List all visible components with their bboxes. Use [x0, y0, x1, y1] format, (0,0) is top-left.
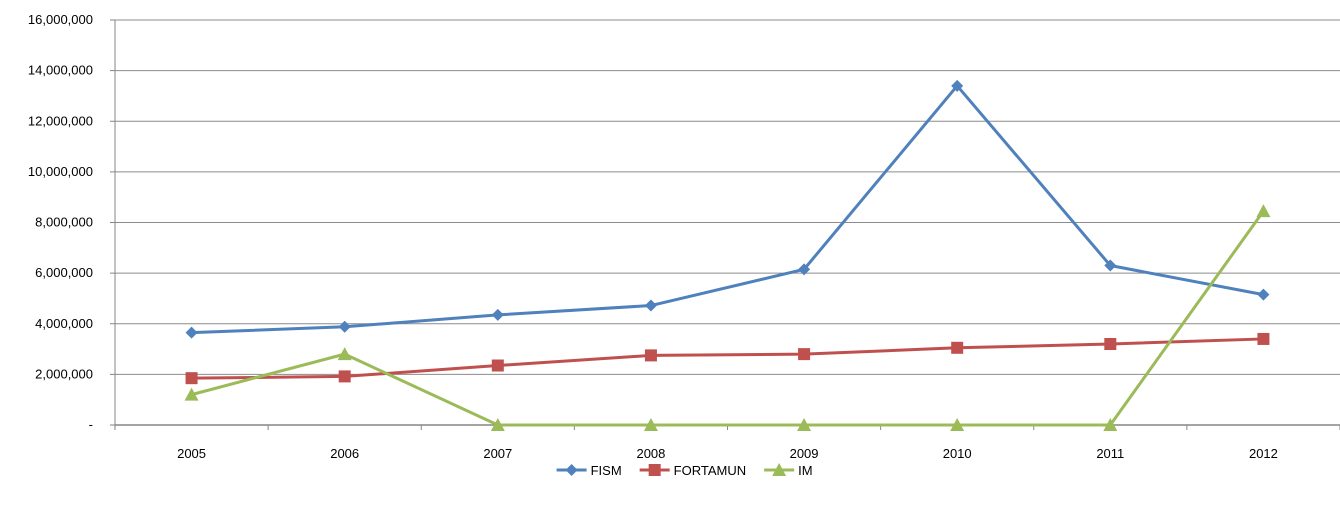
- series-line: [191, 84, 1264, 335]
- data-point: [797, 418, 812, 431]
- gridlines: [115, 19, 1340, 375]
- data-point: [798, 348, 811, 361]
- x-tick-label: 2008: [636, 446, 665, 461]
- data-point: [798, 263, 811, 276]
- y-tick-label: 10,000,000: [28, 164, 93, 179]
- data-point: [951, 79, 964, 92]
- x-tick-label: 2010: [943, 446, 972, 461]
- legend: FISM FORTAMUN IM: [556, 463, 813, 478]
- data-point: [643, 418, 658, 431]
- series-lines: [184, 79, 1271, 431]
- legend-item-im: IM: [764, 463, 813, 478]
- data-point: [1104, 259, 1117, 272]
- y-tick-label: 4,000,000: [35, 316, 93, 331]
- data-point: [185, 326, 198, 339]
- data-point: [951, 341, 964, 354]
- x-tick-label: 2011: [1096, 446, 1124, 461]
- data-point: [1104, 338, 1117, 350]
- y-tick-label: -: [89, 417, 93, 432]
- series-im: [184, 204, 1271, 431]
- x-tick-label: 2012: [1249, 446, 1278, 461]
- data-point: [184, 387, 199, 401]
- legend-marker: [772, 463, 787, 476]
- series-line: [191, 337, 1264, 380]
- series-fism: [185, 79, 1270, 339]
- data-point: [338, 370, 351, 383]
- x-tick-label: 2006: [330, 446, 359, 461]
- data-point: [490, 418, 505, 431]
- x-tick-label: 2005: [177, 446, 206, 461]
- y-tick-label: 16,000,000: [28, 12, 93, 27]
- data-point: [1103, 418, 1118, 431]
- legend-item-fism: FISM: [556, 463, 622, 478]
- y-tick-label: 12,000,000: [28, 113, 93, 128]
- data-point: [950, 418, 965, 431]
- data-point: [1256, 204, 1271, 218]
- series-fortamun: [185, 332, 1270, 385]
- y-tick-label: 2,000,000: [35, 366, 93, 381]
- series-line: [191, 210, 1265, 427]
- y-tick-label: 8,000,000: [35, 215, 93, 230]
- y-tick-label: 6,000,000: [35, 265, 93, 280]
- y-axis-tick-labels: - 2,000,000 4,000,000 6,000,000 8,000,000 10,…: [28, 12, 93, 432]
- data-point: [644, 349, 657, 362]
- legend-label: FORTAMUN: [674, 463, 746, 478]
- y-tick-label: 14,000,000: [28, 63, 93, 78]
- x-tick-label: 2007: [483, 446, 512, 461]
- data-point: [644, 299, 657, 312]
- data-point: [1257, 332, 1270, 345]
- data-point: [185, 372, 198, 385]
- data-point: [491, 359, 504, 372]
- legend-marker: [565, 464, 578, 476]
- legend-marker: [648, 464, 661, 476]
- data-point: [1257, 288, 1270, 301]
- x-tick-label: 2009: [790, 446, 819, 461]
- legend-label: FISM: [591, 463, 622, 478]
- legend-item-fortamun: FORTAMUN: [639, 463, 746, 478]
- data-point: [338, 320, 351, 333]
- data-point: [337, 347, 352, 361]
- x-axis-tick-labels: 2005 2006 2007 2008 2009 2010 2011 2012: [177, 446, 1278, 461]
- legend-label: IM: [798, 463, 812, 478]
- data-point: [491, 308, 504, 321]
